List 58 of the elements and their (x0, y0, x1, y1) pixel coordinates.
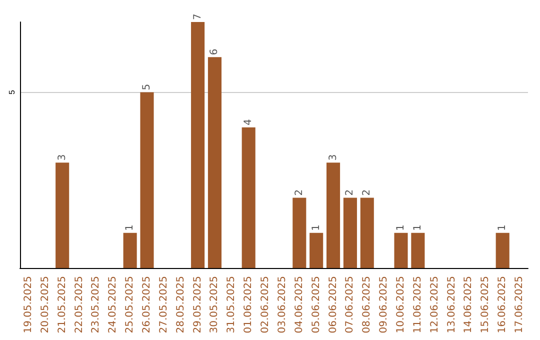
x-tick-label: 04.06.2025 (294, 276, 305, 334)
data-label: 1 (497, 224, 508, 231)
bar (56, 162, 70, 268)
x-tick-label: 26.05.2025 (142, 276, 152, 334)
data-label: 4 (243, 119, 254, 126)
x-tick-label: 20.05.2025 (40, 276, 51, 334)
data-label: 3 (328, 154, 339, 161)
x-tick-label: 03.06.2025 (276, 276, 288, 334)
x-tick-label: 22.05.2025 (74, 276, 85, 334)
data-label: 2 (344, 189, 356, 196)
x-tick-label: 02.06.2025 (260, 276, 272, 334)
x-tick-label: 15.06.2025 (480, 276, 492, 334)
bar (394, 232, 408, 268)
data-label: 2 (294, 189, 305, 196)
data-label: 2 (362, 189, 373, 196)
x-tick-label: 09.06.2025 (378, 276, 390, 334)
x-tick-label: 23.05.2025 (90, 276, 102, 334)
bar (326, 162, 340, 268)
x-tick-label: 19.05.2025 (22, 276, 34, 334)
x-tick-label: 17.06.2025 (514, 276, 526, 334)
x-tick-label: 27.05.2025 (158, 276, 170, 334)
data-label: 1 (412, 224, 424, 231)
bar (208, 57, 222, 268)
x-tick-label: 25.05.2025 (124, 276, 136, 334)
x-tick-label: 31.05.2025 (226, 276, 238, 334)
bar (411, 232, 425, 268)
data-label: 5 (142, 84, 152, 90)
bar (496, 232, 510, 268)
x-tick-label: 07.06.2025 (344, 276, 356, 334)
x-tick-label: 13.06.2025 (446, 276, 458, 334)
bar (191, 22, 205, 268)
x-tick-label: 12.06.2025 (429, 276, 440, 334)
x-tick-label: 28.05.2025 (175, 276, 186, 334)
bar (343, 198, 357, 268)
data-label: 3 (56, 154, 68, 161)
bar (123, 232, 137, 268)
data-label: 1 (310, 224, 322, 231)
x-tick-label: 14.06.2025 (463, 276, 474, 334)
x-tick-label: 16.06.2025 (497, 276, 508, 334)
data-label: 7 (192, 14, 204, 20)
bar (292, 198, 306, 268)
x-tick-label: 11.06.2025 (412, 276, 424, 334)
bar (140, 92, 154, 268)
x-tick-label: 24.05.2025 (108, 276, 119, 334)
data-label: 1 (124, 224, 136, 231)
x-tick-label: 06.06.2025 (328, 276, 339, 334)
bar (360, 198, 374, 268)
x-tick-label: 05.06.2025 (310, 276, 322, 334)
x-tick-label: 21.05.2025 (56, 276, 68, 334)
x-tick-label: 29.05.2025 (192, 276, 204, 334)
x-tick-label: 30.05.2025 (209, 276, 220, 334)
x-tick-label: 01.06.2025 (243, 276, 254, 334)
bar (310, 232, 324, 268)
bar (242, 127, 256, 268)
x-tick-label: 10.06.2025 (396, 276, 406, 334)
data-label: 1 (396, 224, 406, 231)
data-label: 6 (209, 48, 220, 56)
x-tick-label: 08.06.2025 (362, 276, 373, 334)
